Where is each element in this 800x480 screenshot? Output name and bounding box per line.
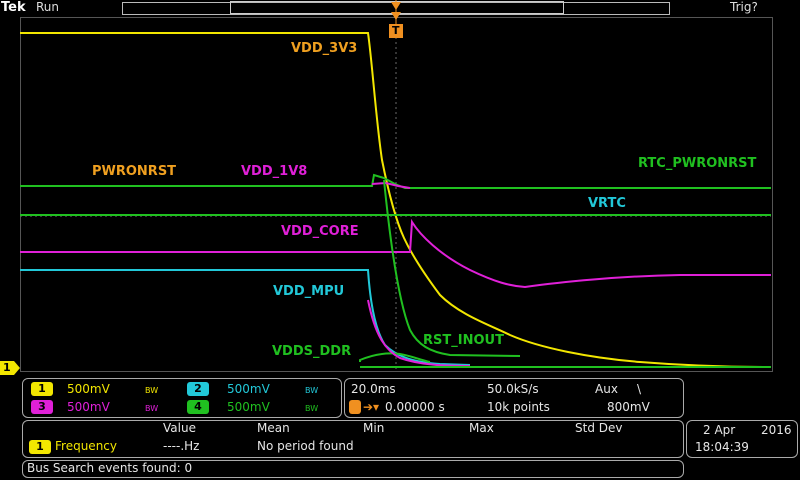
record-length: 10k points — [487, 400, 550, 414]
bus-search-panel: Bus Search events found: 0 — [22, 460, 684, 478]
ch2-badge[interactable]: 2 — [187, 382, 209, 396]
measurement-header-stddev: Std Dev — [575, 421, 623, 435]
time-text: 18:04:39 — [695, 440, 749, 454]
timebase-panel: 20.0ms 50.0kS/s Aux \ ➔▾ 0.00000 s 10k p… — [344, 378, 684, 418]
trigger-position[interactable]: 0.00000 s — [385, 400, 445, 414]
trace-ch3-tail — [367, 299, 471, 367]
label-vrtc: VRTC — [588, 196, 626, 211]
label-vdd-mpu: VDD_MPU — [273, 284, 345, 299]
measurement-note: No period found — [257, 439, 354, 453]
sample-rate: 50.0kS/s — [487, 382, 539, 396]
trigger-position-marker — [389, 0, 403, 38]
trigger-status: Trig? — [730, 0, 758, 14]
ch4-badge[interactable]: 4 — [187, 400, 209, 414]
ch4-scale[interactable]: 500mV — [227, 400, 270, 414]
trigger-source[interactable]: Aux — [595, 382, 618, 396]
ch1-bw-indicator: BW — [145, 386, 159, 395]
ch3-bw-indicator: BW — [145, 404, 159, 413]
label-rst-inout: RST_INOUT — [423, 333, 504, 348]
measurement-name[interactable]: Frequency — [55, 439, 117, 453]
trigger-position-icon — [349, 400, 361, 414]
horizontal-scale[interactable]: 20.0ms — [351, 382, 396, 396]
measurement-panel: Value Mean Min Max Std Dev 1 Frequency -… — [22, 420, 684, 458]
measurement-channel-badge[interactable]: 1 — [29, 440, 51, 454]
trigger-arrow-icon: ➔▾ — [363, 400, 380, 414]
ch1-scale[interactable]: 500mV — [67, 382, 110, 396]
graticule-center-lines — [20, 17, 771, 370]
acquisition-status: Run — [36, 0, 60, 14]
datetime-panel: 2 Apr 2016 18:04:39 — [686, 420, 798, 458]
measurement-header-min: Min — [363, 421, 385, 435]
ch2-bw-indicator: BW — [305, 386, 319, 395]
ch1-ground-marker — [0, 361, 20, 375]
label-pwronrst: PWRONRST — [92, 164, 177, 179]
ch1-ground-label: 1 — [3, 361, 11, 374]
bus-search-status: Bus Search events found: 0 — [27, 461, 193, 475]
trace-vdd-core — [20, 218, 771, 289]
label-vdds-ddr: VDDS_DDR — [272, 344, 352, 359]
trace-vdd-mpu — [20, 269, 471, 366]
label-vdd-core: VDD_CORE — [281, 224, 359, 239]
label-rtc-pwronrst: RTC_PWRONRST — [638, 156, 757, 171]
trigger-marker-label: T — [392, 24, 400, 37]
trigger-level[interactable]: 800mV — [607, 400, 650, 414]
date-text: 2 Apr — [703, 423, 736, 437]
ch3-badge[interactable]: 3 — [31, 400, 53, 414]
channel-settings-panel: 1 500mV BW 2 500mV BW 3 500mV BW 4 500mV… — [22, 378, 342, 418]
trace-ch3-bump — [371, 181, 411, 189]
brand-logo: Tek — [1, 0, 26, 15]
year-text: 2016 — [761, 423, 792, 437]
measurement-header-max: Max — [469, 421, 494, 435]
label-vdd-1v8: VDD_1V8 — [241, 164, 308, 179]
measurement-value: ----.Hz — [163, 439, 200, 453]
trace-vdds-ddr — [359, 352, 431, 363]
ch2-scale[interactable]: 500mV — [227, 382, 270, 396]
trace-vdd-3v3 — [20, 32, 772, 368]
trigger-slope-icon: \ — [637, 382, 642, 396]
ch4-bw-indicator: BW — [305, 404, 319, 413]
measurement-header-value: Value — [163, 421, 196, 435]
label-vdd-3v3: VDD_3V3 — [291, 41, 358, 56]
measurement-header-mean: Mean — [257, 421, 290, 435]
ch3-scale[interactable]: 500mV — [67, 400, 110, 414]
trace-rst-inout — [383, 179, 521, 357]
ch1-badge[interactable]: 1 — [31, 382, 53, 396]
